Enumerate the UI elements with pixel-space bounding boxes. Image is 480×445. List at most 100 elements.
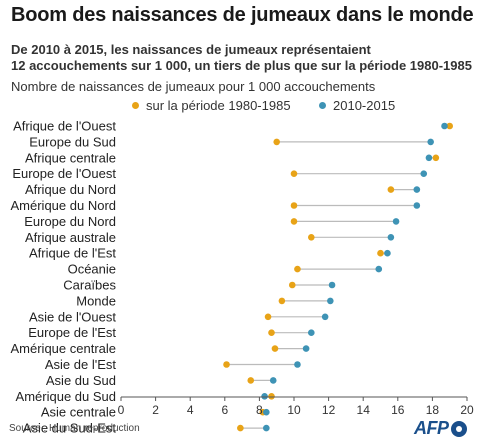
x-tick-label: 14 <box>357 403 371 417</box>
category-label: Afrique du Nord <box>25 182 116 197</box>
x-tick-label: 18 <box>426 403 440 417</box>
legend-label-1980-1985: sur la période 1980-1985 <box>146 98 291 113</box>
point-1980-1985 <box>264 313 272 321</box>
point-1980-1985 <box>278 297 286 305</box>
chart-row: Afrique australe <box>25 230 395 245</box>
chart-row: Europe de l'Est <box>28 325 315 340</box>
point-1980-1985 <box>290 170 298 177</box>
category-label: Monde <box>76 293 116 308</box>
point-2010-2015 <box>387 234 395 241</box>
afp-logo-text: AFP <box>414 418 449 438</box>
point-2010-2015 <box>308 329 315 337</box>
point-1980-1985 <box>387 186 395 193</box>
point-2010-2015 <box>425 154 433 162</box>
category-label: Asie centrale <box>41 405 116 420</box>
point-2010-2015 <box>328 281 336 289</box>
legend-item-2010-2015: 2010-2015 <box>319 98 395 113</box>
point-1980-1985 <box>432 154 440 162</box>
point-2010-2015 <box>263 408 270 416</box>
chart-row: Océanie <box>68 262 383 277</box>
legend: sur la période 1980-1985 2010-2015 <box>0 98 480 116</box>
chart-row: Afrique de l'Est <box>29 246 391 261</box>
point-1980-1985 <box>237 424 244 432</box>
chart-row: Europe du Sud <box>29 134 434 149</box>
x-tick-label: 20 <box>460 403 474 417</box>
point-2010-2015 <box>420 170 428 177</box>
category-label: Amérique du Sud <box>16 389 116 404</box>
chart-row: Asie du Sud <box>46 373 277 388</box>
category-label: Amérique du Nord <box>11 198 117 213</box>
point-1980-1985 <box>271 345 279 352</box>
chart-row: Amérique centrale <box>11 341 310 356</box>
category-label: Asie du Sud-Est <box>23 421 117 436</box>
category-label: Amérique centrale <box>11 341 117 356</box>
chart-row: Asie de l'Est <box>45 357 301 372</box>
chart-row: Asie de l'Ouest <box>29 309 329 324</box>
point-1980-1985 <box>223 361 230 368</box>
legend-item-1980-1985: sur la période 1980-1985 <box>132 98 291 113</box>
chart-subtitle-line-2: 12 accouchements sur 1 000, un tiers de … <box>11 58 472 73</box>
legend-label-2010-2015: 2010-2015 <box>333 98 396 113</box>
point-1980-1985 <box>377 249 384 257</box>
point-1980-1985 <box>308 234 315 241</box>
point-2010-2015 <box>375 265 383 273</box>
point-2010-2015 <box>413 202 421 209</box>
x-tick-label: 16 <box>391 403 405 417</box>
chart-row: Asie centrale <box>41 405 270 420</box>
point-2010-2015 <box>302 345 310 352</box>
category-label: Europe du Sud <box>29 134 116 149</box>
point-2010-2015 <box>392 218 400 225</box>
point-2010-2015 <box>321 313 329 321</box>
point-1980-1985 <box>268 329 275 337</box>
category-label: Afrique australe <box>25 230 116 245</box>
point-2010-2015 <box>413 186 421 193</box>
afp-logo: AFP <box>414 418 467 440</box>
x-tick-label: 10 <box>287 403 301 417</box>
point-1980-1985 <box>273 138 281 146</box>
category-label: Océanie <box>68 262 116 277</box>
point-1980-1985 <box>294 265 301 273</box>
chart-row: Europe de l'Ouest <box>12 166 428 181</box>
chart-row: Monde <box>76 293 334 308</box>
x-tick-label: 8 <box>256 403 263 417</box>
point-2010-2015 <box>384 249 391 257</box>
afp-globe-icon <box>450 420 467 437</box>
chart-row: Amérique du Nord <box>11 198 421 213</box>
chart-row: Afrique centrale <box>25 150 440 165</box>
category-label: Afrique centrale <box>25 150 116 165</box>
point-1980-1985 <box>268 393 275 400</box>
point-1980-1985 <box>288 281 296 289</box>
point-1980-1985 <box>247 377 255 384</box>
chart-row: Asie du Sud-Est <box>23 421 270 436</box>
chart-row: Europe du Nord <box>24 214 400 229</box>
category-label: Europe du Nord <box>24 214 116 229</box>
category-label: Europe de l'Est <box>28 325 116 340</box>
category-label: Asie du Sud <box>46 373 116 388</box>
point-2010-2015 <box>427 138 434 146</box>
category-label: Asie de l'Est <box>45 357 117 372</box>
point-2010-2015 <box>261 393 268 400</box>
x-axis: 0 2 4 6 8 10 12 14 16 18 20 <box>118 396 474 417</box>
x-tick-label: 2 <box>152 403 159 417</box>
chart-row: Caraïbes <box>63 278 336 293</box>
point-1980-1985 <box>446 122 454 130</box>
chart-title: Boom des naissances de jumeaux dans le m… <box>11 4 474 26</box>
legend-marker-1980-1985 <box>132 102 139 109</box>
legend-marker-2010-2015 <box>319 102 326 109</box>
source-note: Source : Human reproduction <box>9 423 140 434</box>
category-label: Caraïbes <box>63 278 116 293</box>
point-2010-2015 <box>263 424 270 432</box>
x-tick-label: 0 <box>118 403 125 417</box>
x-tick-label: 12 <box>322 403 336 417</box>
chart-row: Afrique du Nord <box>25 182 421 197</box>
chart-subtitle-line-1: De 2010 à 2015, les naissances de jumeau… <box>11 42 371 57</box>
chart-row: Afrique de l'Ouest <box>13 119 454 134</box>
chart-row: Amérique du Sud <box>16 389 275 404</box>
point-2010-2015 <box>294 361 301 368</box>
point-2010-2015 <box>327 297 334 305</box>
x-tick-label: 4 <box>187 403 194 417</box>
point-2010-2015 <box>441 122 448 130</box>
